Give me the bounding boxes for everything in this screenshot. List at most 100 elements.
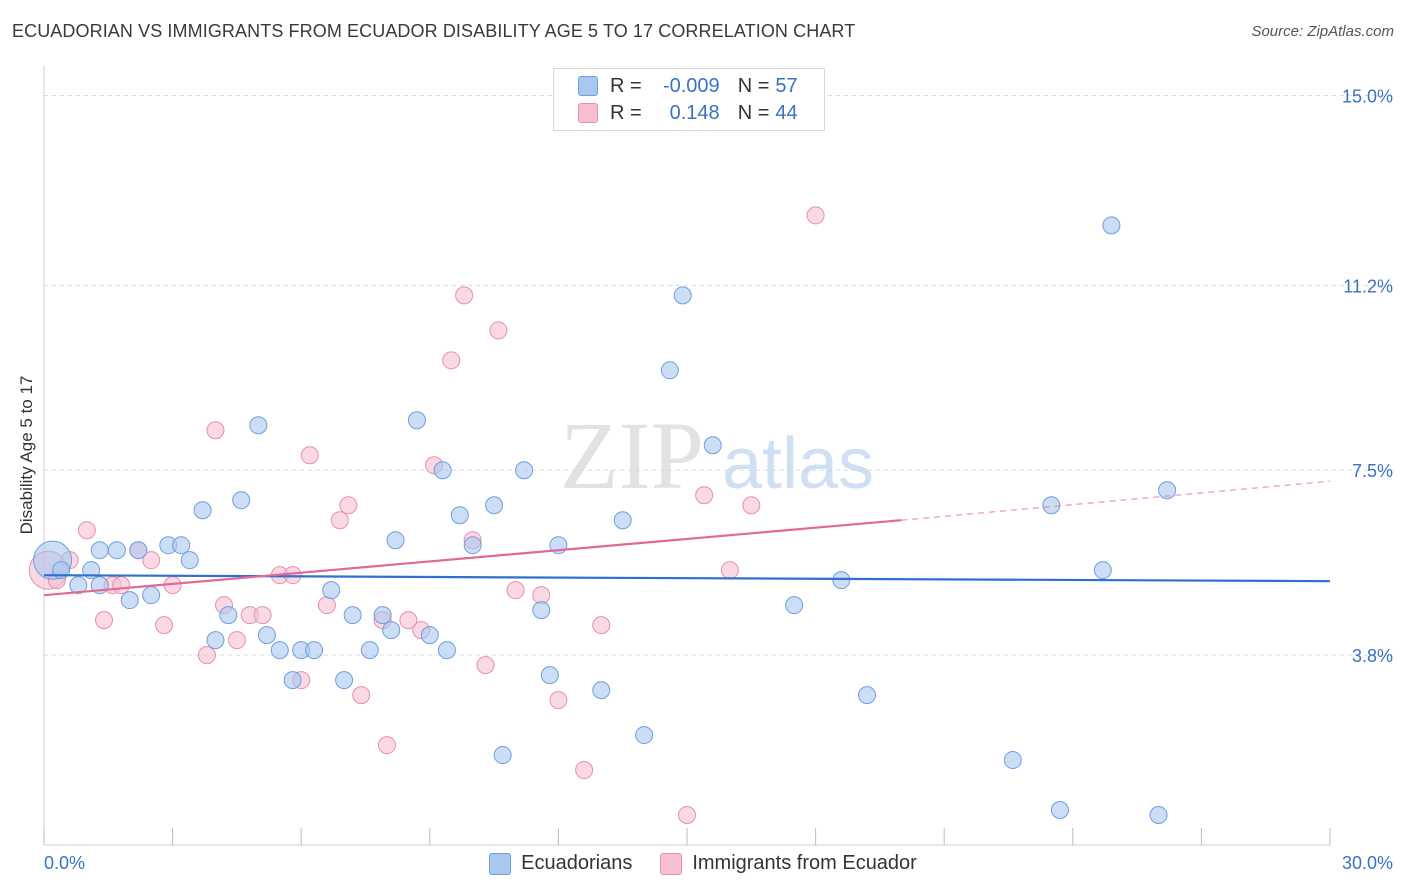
y-tick-label: 11.2% bbox=[1343, 276, 1393, 296]
legend-swatch-ecuadorians bbox=[578, 76, 598, 96]
point-ecuadorians bbox=[635, 726, 654, 745]
point-immigrants bbox=[549, 691, 568, 710]
point-immigrants bbox=[95, 611, 114, 630]
point-ecuadorians bbox=[335, 671, 354, 690]
y-tick-label: 3.8% bbox=[1352, 646, 1393, 666]
point-immigrants bbox=[253, 606, 272, 625]
n-value: 57 bbox=[775, 74, 798, 97]
legend-swatch-immigrants bbox=[660, 852, 683, 875]
source-label: Source: ZipAtlas.com bbox=[1251, 23, 1394, 40]
point-immigrants bbox=[442, 351, 461, 370]
point-ecuadorians bbox=[785, 596, 804, 615]
point-ecuadorians bbox=[120, 591, 139, 610]
point-immigrants bbox=[339, 496, 358, 515]
point-immigrants bbox=[330, 511, 349, 530]
r-label: R = bbox=[610, 74, 642, 97]
point-ecuadorians bbox=[832, 571, 851, 590]
point-immigrants bbox=[112, 576, 131, 595]
point-ecuadorians bbox=[433, 461, 452, 480]
point-ecuadorians bbox=[90, 541, 109, 560]
point-immigrants bbox=[489, 321, 508, 340]
point-immigrants bbox=[283, 566, 302, 585]
point-ecuadorians bbox=[540, 666, 559, 685]
point-ecuadorians bbox=[107, 541, 126, 560]
point-ecuadorians bbox=[69, 576, 88, 595]
point-ecuadorians bbox=[386, 531, 405, 550]
watermark-atlas: atlas bbox=[722, 424, 874, 504]
point-immigrants bbox=[592, 616, 611, 635]
point-ecuadorians bbox=[360, 641, 379, 660]
point-ecuadorians bbox=[232, 491, 251, 510]
point-ecuadorians bbox=[515, 461, 534, 480]
point-immigrants bbox=[227, 631, 246, 650]
point-ecuadorians bbox=[532, 601, 551, 620]
point-ecuadorians bbox=[343, 606, 362, 625]
point-ecuadorians bbox=[660, 361, 679, 380]
point-ecuadorians bbox=[1003, 751, 1022, 770]
point-immigrants bbox=[77, 521, 96, 540]
point-ecuadorians bbox=[1158, 481, 1177, 500]
series-legend: Ecuadorians Immigrants from Ecuador bbox=[0, 852, 1406, 875]
tick-labels: 3.8% 7.5% 11.2% 15.0% 0.0% 30.0% bbox=[44, 86, 1393, 873]
point-ecuadorians bbox=[1102, 216, 1121, 235]
point-ecuadorians bbox=[703, 436, 722, 455]
r-value: 0.148 bbox=[669, 101, 720, 124]
point-ecuadorians bbox=[592, 681, 611, 700]
point-ecuadorians bbox=[373, 606, 392, 625]
watermark: ZIP atlas bbox=[560, 402, 874, 509]
point-immigrants bbox=[695, 486, 714, 505]
trend-line-immigrants-extension bbox=[901, 480, 1331, 521]
point-immigrants bbox=[197, 646, 216, 665]
point-immigrants bbox=[720, 561, 739, 580]
point-ecuadorians bbox=[257, 626, 276, 645]
point-ecuadorians bbox=[437, 641, 456, 660]
point-immigrants bbox=[155, 616, 174, 635]
point-ecuadorians bbox=[219, 606, 238, 625]
point-ecuadorians bbox=[613, 511, 632, 530]
point-immigrants bbox=[806, 206, 825, 225]
point-ecuadorians bbox=[322, 581, 341, 600]
gridlines bbox=[44, 94, 1396, 656]
series-ecuadorians-points bbox=[33, 216, 1177, 825]
legend-swatch-ecuadorians bbox=[489, 852, 512, 875]
n-label: N = bbox=[737, 101, 770, 124]
legend-label-ecuadorians: Ecuadorians bbox=[521, 852, 633, 874]
legend-label-immigrants: Immigrants from Ecuador bbox=[692, 852, 917, 874]
legend-item-immigrants[interactable]: Immigrants from Ecuador bbox=[660, 852, 917, 875]
axes bbox=[43, 66, 1331, 846]
r-label: R = bbox=[610, 101, 642, 124]
n-label: N = bbox=[737, 74, 770, 97]
point-immigrants bbox=[377, 736, 396, 755]
point-ecuadorians bbox=[249, 416, 268, 435]
point-ecuadorians bbox=[858, 686, 877, 705]
legend-swatch-immigrants bbox=[578, 103, 598, 123]
point-immigrants bbox=[142, 551, 161, 570]
point-immigrants bbox=[317, 596, 336, 615]
point-ecuadorians bbox=[129, 541, 148, 560]
point-ecuadorians bbox=[305, 641, 324, 660]
trend-lines bbox=[43, 480, 1331, 597]
point-ecuadorians bbox=[493, 746, 512, 765]
chart-title: ECUADORIAN VS IMMIGRANTS FROM ECUADOR DI… bbox=[12, 21, 856, 41]
y-tick-label: 7.5% bbox=[1352, 461, 1393, 481]
point-immigrants bbox=[742, 496, 761, 515]
point-immigrants bbox=[506, 581, 525, 600]
point-immigrants bbox=[399, 611, 418, 630]
point-ecuadorians bbox=[270, 641, 289, 660]
point-ecuadorians bbox=[172, 536, 191, 555]
point-immigrants bbox=[575, 761, 594, 780]
trend-line-immigrants bbox=[43, 519, 902, 597]
point-immigrants bbox=[300, 446, 319, 465]
point-immigrants bbox=[678, 806, 696, 825]
point-ecuadorians bbox=[382, 621, 401, 640]
point-ecuadorians bbox=[407, 411, 426, 430]
point-ecuadorians bbox=[420, 626, 439, 645]
point-immigrants bbox=[476, 656, 495, 675]
point-ecuadorians bbox=[142, 586, 161, 605]
point-ecuadorians bbox=[1042, 496, 1061, 515]
point-ecuadorians bbox=[450, 506, 469, 525]
legend-item-ecuadorians[interactable]: Ecuadorians bbox=[489, 852, 632, 875]
stats-row-ecuadorians: R = -0.009 N = 57 bbox=[578, 73, 798, 99]
y-axis-label: Disability Age 5 to 17 bbox=[17, 375, 36, 535]
point-immigrants bbox=[532, 586, 551, 605]
